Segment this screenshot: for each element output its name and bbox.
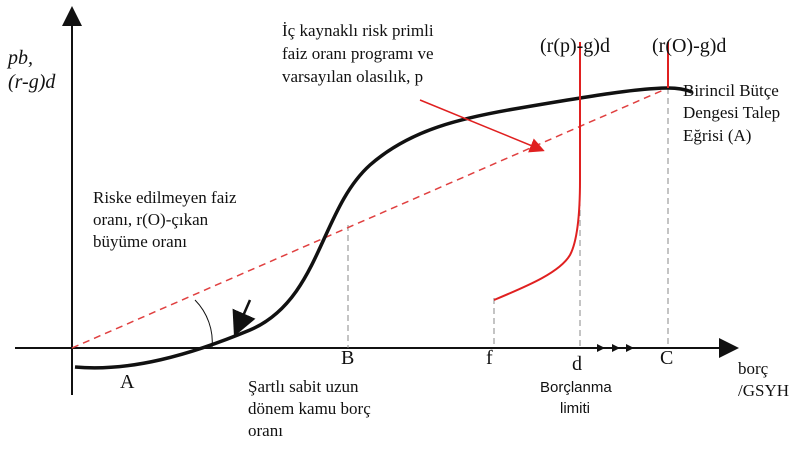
point-label: C	[660, 347, 673, 369]
point-label: B	[341, 347, 354, 369]
annotation: büyüme oranı	[93, 232, 187, 251]
annotation: faiz oranı programı ve	[282, 44, 434, 63]
y-label: pb,	[6, 47, 33, 69]
risk-premium-curve	[493, 42, 581, 301]
annotation: İç kaynaklı risk primli	[282, 21, 434, 40]
annotation: (r(p)-g)d	[540, 35, 610, 57]
annotation: Eğrisi (A)	[683, 126, 751, 145]
annotation: limiti	[560, 400, 590, 417]
point-label: f	[486, 347, 493, 369]
annotation: Borçlanma	[540, 379, 612, 396]
guides	[347, 88, 669, 348]
demand-curve	[74, 86, 693, 370]
annotation: dönem kamu borç	[248, 399, 371, 418]
pointer-arrow	[419, 99, 545, 153]
risk-free-line	[71, 87, 669, 349]
annotation: varsayılan olasılık, p	[282, 67, 423, 86]
annotation: oranı, r(O)-çıkan	[93, 210, 209, 229]
annotation: oranı	[248, 421, 283, 440]
point-label: d	[572, 353, 582, 375]
annotation: (r(O)-g)d	[652, 35, 726, 57]
point-label: A	[120, 371, 135, 393]
annotation: Birincil Bütçe	[683, 81, 779, 100]
pointer-arrow	[232, 299, 256, 337]
x-label: borç	[738, 359, 769, 378]
y-label: (r-g)d	[8, 71, 56, 93]
angle-arc	[194, 299, 213, 349]
annotation: Dengesi Talep	[683, 103, 780, 122]
annotation: Şartlı sabit uzun	[248, 377, 359, 396]
x-label: /GSYH	[738, 381, 789, 400]
annotation: Riske edilmeyen faiz	[93, 188, 237, 207]
